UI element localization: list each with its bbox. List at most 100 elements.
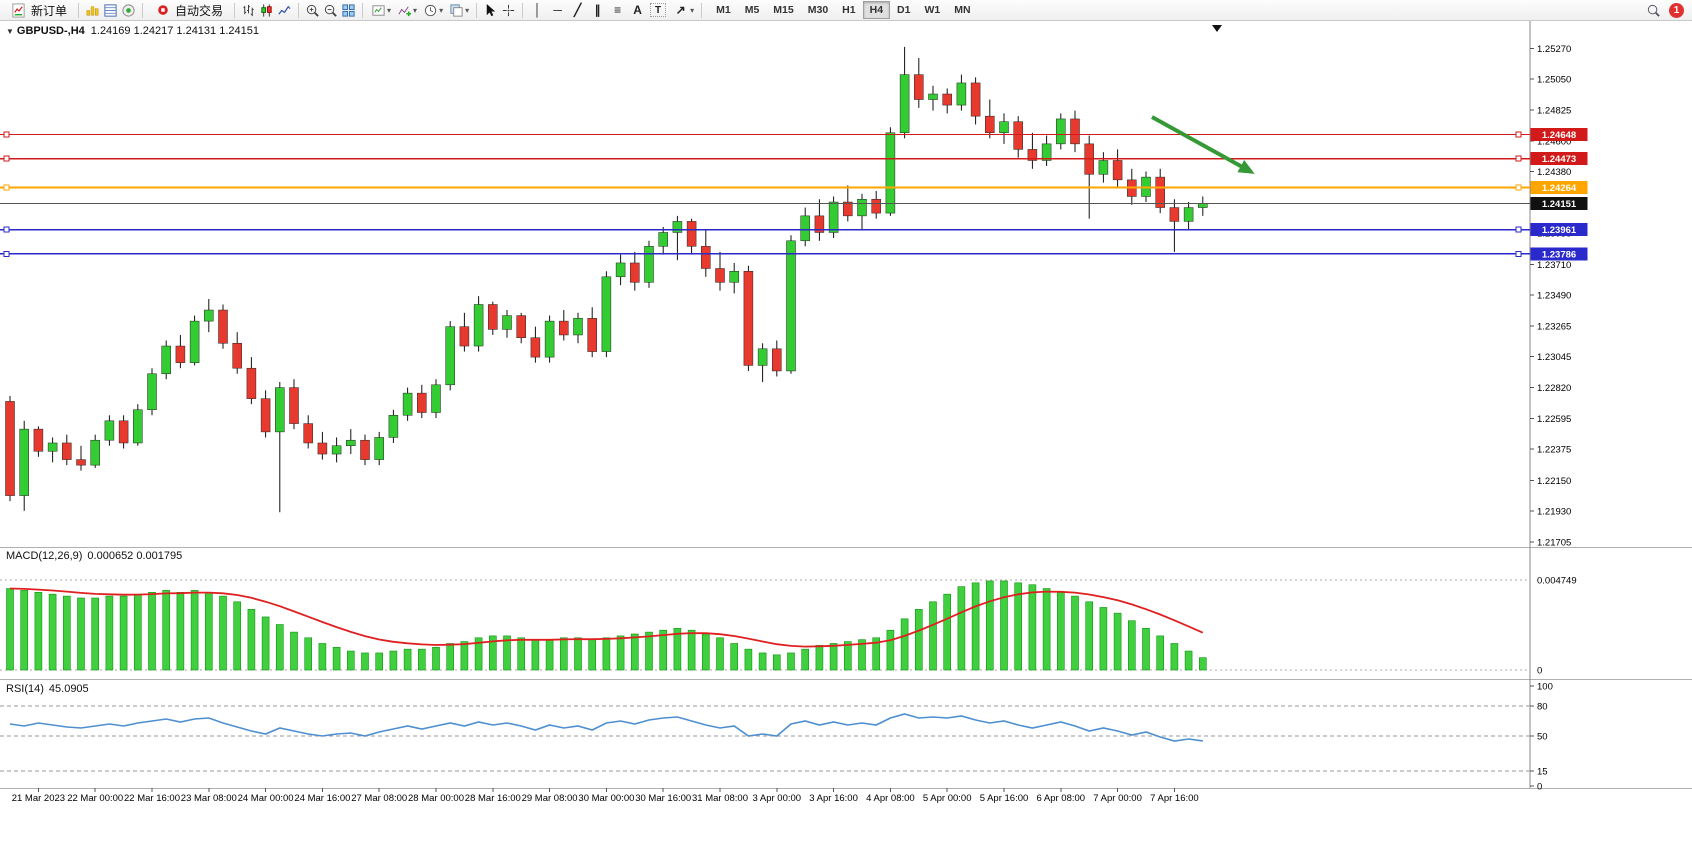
crosshair-icon[interactable] (500, 2, 517, 18)
svg-text:1.25270: 1.25270 (1537, 44, 1571, 55)
tile-windows-icon[interactable] (340, 2, 357, 18)
svg-text:1.21930: 1.21930 (1537, 506, 1571, 517)
svg-text:1.24648: 1.24648 (1542, 130, 1576, 141)
svg-text:1.23045: 1.23045 (1537, 352, 1571, 363)
svg-text:50: 50 (1537, 732, 1548, 743)
text-tool-icon[interactable]: A (633, 3, 642, 17)
data-window-icon[interactable] (102, 2, 119, 18)
equidistant-channel-icon[interactable]: ∥ (594, 3, 601, 17)
toolbar-separator (701, 2, 703, 18)
new-chart-button[interactable]: ▾ (368, 1, 393, 20)
macd-signal-line (9, 587, 1204, 648)
price-axis[interactable]: 1.252701.250501.248251.246001.243801.239… (1530, 44, 1571, 549)
svg-text:23 Mar 08:00: 23 Mar 08:00 (181, 793, 237, 804)
timeframe-h4-button[interactable]: H4 (862, 1, 891, 19)
current-price-line: 1.24151 (0, 196, 1588, 210)
candlestick-chart-icon[interactable] (258, 2, 275, 18)
timeframe-w1-button[interactable]: W1 (917, 1, 947, 19)
toolbar-right: 1 (1645, 2, 1688, 18)
svg-text:22 Mar 16:00: 22 Mar 16:00 (124, 793, 180, 804)
autotrading-label: 自动交易 (175, 3, 224, 18)
timeframe-m15-button[interactable]: M15 (766, 1, 800, 19)
svg-text:6 Apr 08:00: 6 Apr 08:00 (1036, 793, 1085, 804)
trendline-icon[interactable]: ╱ (573, 3, 582, 17)
svg-text:0: 0 (1537, 666, 1542, 677)
toolbar-separator (142, 2, 144, 18)
timeframe-m30-button[interactable]: M30 (801, 1, 835, 19)
svg-text:100: 100 (1537, 682, 1553, 693)
horizontal-level-lines[interactable]: 1.24648 1.24473 1.24264 1.23961 1.23786 (0, 127, 1588, 261)
svg-text:1.23490: 1.23490 (1537, 290, 1571, 301)
new-order-button[interactable]: 新订单 (4, 1, 73, 20)
svg-text:1.23786: 1.23786 (1542, 249, 1576, 260)
fibonacci-icon[interactable]: ≡ (614, 3, 622, 17)
timeframe-h1-button[interactable]: H1 (835, 1, 862, 19)
search-icon[interactable] (1645, 2, 1662, 18)
toolbar-separator (362, 2, 364, 18)
vertical-line-icon[interactable]: │ (533, 3, 542, 17)
toolbar-separator (234, 2, 236, 18)
autotrading-button[interactable]: 自动交易 (148, 1, 229, 20)
line-chart-icon[interactable] (276, 2, 293, 18)
svg-text:4 Apr 08:00: 4 Apr 08:00 (866, 793, 915, 804)
notification-badge[interactable]: 1 (1669, 2, 1684, 18)
text-label-icon[interactable]: T (650, 3, 667, 17)
svg-text:1.22375: 1.22375 (1537, 445, 1571, 456)
timeframe-d1-button[interactable]: D1 (890, 1, 917, 19)
indicators-icon (396, 2, 413, 18)
chart-window[interactable]: 1.25270 1.25050 1.24825 1.24600 1.24380 1.239… (0, 21, 1692, 847)
svg-text:1.24600: 1.24600 (1537, 137, 1571, 148)
new-chart-icon (370, 2, 387, 18)
arrow-tool-icon: ↗ (675, 3, 686, 17)
timeframe-m5-button[interactable]: M5 (738, 1, 767, 19)
svg-text:3 Apr 00:00: 3 Apr 00:00 (752, 793, 801, 804)
timeframe-mn-button[interactable]: MN (947, 1, 977, 19)
svg-text:1.24473: 1.24473 (1542, 154, 1576, 165)
bar-chart-icon[interactable] (240, 2, 257, 18)
scroll-end-marker[interactable] (1212, 25, 1222, 32)
svg-text:30 Mar 00:00: 30 Mar 00:00 (578, 793, 634, 804)
horizontal-line-icon[interactable]: ─ (553, 3, 562, 17)
trend-arrow-annotation[interactable] (1151, 115, 1255, 174)
navigator-icon[interactable] (120, 2, 137, 18)
templates-button[interactable]: ▾ (446, 1, 471, 20)
svg-text:22 Mar 00:00: 22 Mar 00:00 (67, 793, 123, 804)
svg-text:27 Mar 08:00: 27 Mar 08:00 (351, 793, 407, 804)
chevron-down-icon: ▾ (413, 5, 418, 15)
zoom-out-icon[interactable] (322, 2, 339, 18)
svg-text:21 Mar 2023: 21 Mar 2023 (12, 793, 65, 804)
svg-text:30 Mar 16:00: 30 Mar 16:00 (635, 793, 691, 804)
zoom-in-icon[interactable] (304, 2, 321, 18)
rsi-line (9, 713, 1203, 742)
chevron-down-icon: ▾ (690, 5, 695, 15)
svg-text:24 Mar 00:00: 24 Mar 00:00 (238, 793, 294, 804)
svg-text:1.22595: 1.22595 (1537, 414, 1571, 425)
arrows-tool-button[interactable]: ↗ ▾ (669, 1, 696, 20)
new-order-icon (10, 2, 27, 18)
panel-separators[interactable] (0, 21, 1692, 789)
svg-text:0: 0 (1537, 782, 1542, 793)
cursor-icon[interactable] (482, 2, 499, 18)
svg-text:15: 15 (1537, 767, 1548, 778)
chart-canvas[interactable]: 1.25270 1.25050 1.24825 1.24600 1.24380 1.239… (0, 21, 1692, 847)
indicators-button[interactable]: ▾ (394, 1, 419, 20)
chevron-down-icon: ▾ (465, 5, 470, 15)
collapse-icon[interactable]: ▼ (6, 27, 14, 36)
svg-text:1.23265: 1.23265 (1537, 321, 1571, 332)
svg-text:3 Apr 16:00: 3 Apr 16:00 (809, 793, 858, 804)
svg-text:1.23961: 1.23961 (1542, 225, 1577, 236)
candles (5, 46, 1208, 513)
svg-text:28 Mar 00:00: 28 Mar 00:00 (408, 793, 464, 804)
rsi-panel: 100 80 50 15 0 (0, 682, 1553, 793)
macd-panel: 0.004749 0 (0, 576, 1577, 677)
svg-text:29 Mar 08:00: 29 Mar 08:00 (522, 793, 578, 804)
svg-text:1.25050: 1.25050 (1537, 74, 1571, 85)
market-watch-icon[interactable] (84, 2, 101, 18)
timeframe-m1-button[interactable]: M1 (709, 1, 738, 19)
toolbar-separator (522, 2, 524, 18)
time-axis[interactable]: 21 Mar 2023 22 Mar 00:00 22 Mar 16:00 23 Ma… (12, 788, 1199, 804)
svg-text:1.23710: 1.23710 (1537, 260, 1571, 271)
toolbar-separator (298, 2, 300, 18)
svg-text:31 Mar 08:00: 31 Mar 08:00 (692, 793, 748, 804)
periods-button[interactable]: ▾ (420, 1, 445, 20)
